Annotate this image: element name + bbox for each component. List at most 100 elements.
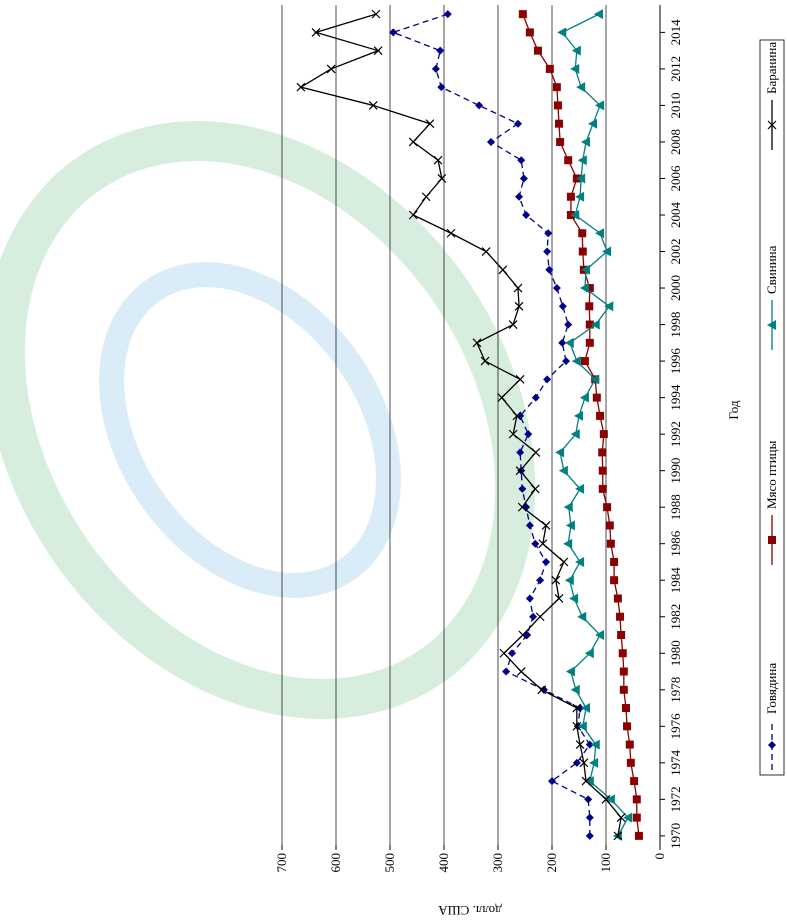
marker bbox=[619, 667, 628, 676]
x-tick-label: 1970 bbox=[668, 823, 683, 849]
marker bbox=[588, 118, 598, 129]
marker bbox=[515, 374, 525, 384]
marker bbox=[497, 393, 507, 403]
x-tick-label: 1994 bbox=[668, 384, 683, 411]
marker bbox=[530, 484, 540, 494]
marker bbox=[768, 536, 776, 544]
x-tick-label: 2010 bbox=[668, 92, 683, 118]
marker bbox=[431, 64, 440, 73]
marker bbox=[542, 557, 551, 566]
marker bbox=[584, 648, 594, 659]
marker bbox=[545, 265, 554, 274]
marker bbox=[538, 539, 548, 549]
marker bbox=[606, 539, 615, 548]
marker bbox=[518, 630, 528, 640]
marker bbox=[578, 229, 587, 238]
marker bbox=[543, 375, 552, 384]
marker bbox=[517, 156, 526, 165]
marker bbox=[579, 392, 589, 403]
marker bbox=[577, 721, 587, 732]
marker bbox=[512, 411, 522, 421]
marker bbox=[592, 393, 601, 402]
marker bbox=[585, 831, 594, 840]
marker bbox=[437, 83, 446, 92]
marker bbox=[558, 302, 567, 311]
marker bbox=[421, 192, 431, 202]
marker bbox=[443, 10, 452, 19]
marker bbox=[548, 777, 556, 786]
marker bbox=[572, 721, 582, 731]
marker bbox=[593, 9, 603, 20]
marker bbox=[596, 411, 605, 420]
series-line bbox=[299, 13, 622, 836]
marker bbox=[437, 174, 447, 183]
marker bbox=[619, 685, 628, 694]
x-tick-label: 1982 bbox=[668, 604, 683, 630]
marker bbox=[570, 63, 580, 74]
marker bbox=[533, 46, 542, 55]
marker bbox=[311, 27, 321, 37]
marker bbox=[564, 337, 574, 348]
marker bbox=[557, 27, 567, 38]
x-tick-label: 1972 bbox=[668, 786, 683, 812]
marker bbox=[577, 155, 587, 166]
marker bbox=[508, 649, 517, 658]
marker bbox=[518, 10, 527, 19]
y-axis-title: долл. США bbox=[438, 903, 502, 918]
marker bbox=[425, 119, 435, 129]
marker bbox=[481, 247, 491, 256]
marker bbox=[433, 155, 443, 165]
x-tick-label: 1980 bbox=[668, 640, 683, 666]
x-tick-label: 2008 bbox=[668, 129, 683, 155]
marker bbox=[551, 575, 561, 585]
marker bbox=[515, 192, 524, 201]
legend-label: Свинина bbox=[764, 245, 779, 294]
marker bbox=[296, 82, 306, 92]
marker bbox=[598, 466, 607, 475]
marker bbox=[472, 338, 482, 348]
marker bbox=[475, 101, 484, 110]
marker bbox=[575, 740, 585, 749]
marker bbox=[516, 667, 526, 676]
marker bbox=[590, 374, 600, 385]
x-tick-label: 2002 bbox=[668, 239, 683, 265]
marker bbox=[576, 173, 586, 184]
marker bbox=[610, 557, 619, 566]
marker bbox=[571, 45, 581, 56]
watermark bbox=[0, 121, 536, 719]
marker bbox=[585, 338, 594, 347]
marker bbox=[623, 812, 633, 823]
marker bbox=[595, 630, 605, 640]
marker bbox=[572, 703, 582, 713]
marker bbox=[502, 667, 511, 676]
marker bbox=[634, 831, 643, 840]
marker bbox=[603, 503, 612, 512]
marker bbox=[585, 813, 594, 822]
marker bbox=[554, 594, 564, 603]
marker bbox=[632, 795, 641, 804]
x-tick-label: 2000 bbox=[668, 275, 683, 301]
marker bbox=[564, 156, 573, 165]
marker bbox=[539, 685, 548, 694]
marker bbox=[579, 283, 589, 294]
marker bbox=[531, 447, 541, 457]
marker bbox=[626, 758, 635, 767]
marker bbox=[576, 82, 586, 93]
y-tick-label: 700 bbox=[274, 853, 289, 873]
marker bbox=[613, 831, 623, 841]
x-tick-label: 1986 bbox=[668, 530, 683, 557]
marker bbox=[531, 393, 540, 402]
marker bbox=[552, 284, 561, 293]
marker bbox=[513, 283, 523, 293]
marker bbox=[537, 685, 547, 695]
x-tick-label: 1976 bbox=[668, 713, 683, 740]
marker bbox=[574, 410, 583, 421]
marker bbox=[480, 356, 490, 366]
marker bbox=[590, 319, 600, 330]
marker bbox=[570, 210, 580, 220]
marker bbox=[517, 466, 526, 475]
marker bbox=[535, 612, 545, 622]
marker bbox=[522, 211, 531, 219]
x-tick-label: 2014 bbox=[668, 19, 683, 46]
